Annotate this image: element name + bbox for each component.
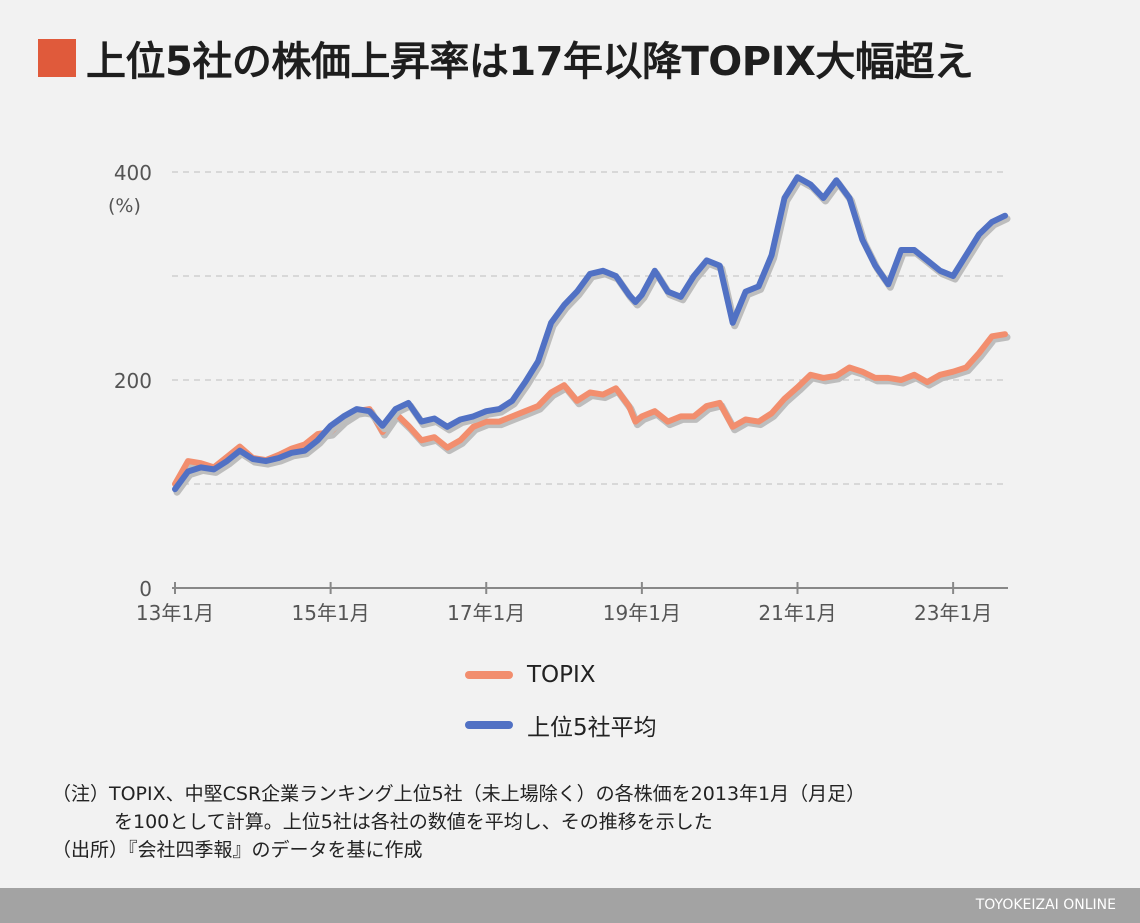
legend-item-topix: TOPIX [465,660,657,690]
y-tick-label-200: 200 [114,369,152,393]
title-block: 上位5社の株価上昇率は17年以降TOPIX大幅超え [38,28,974,88]
x-tick-label-2023-01: 23年1月 [914,601,992,625]
legend-item-top5: 上位5社平均 [465,710,657,741]
legend-label-top5: 上位5社平均 [527,715,657,741]
legend-swatch-topix [465,671,513,679]
line-chart: 0 200 400 (%) 13年1月 15年1月 17年1月 19年1月 21年1月 23年1月 [108,161,1011,625]
footer-brand: TOYOKEIZAI ONLINE [975,897,1116,913]
series-shadow-0 [173,333,1011,491]
note-line-2: を100として計算。上位5社は各社の数値を平均し、その推移を示した [114,811,713,833]
series-line-top5 [172,174,1008,493]
note-source: （出所）『会社四季報』のデータを基に作成 [52,839,423,861]
legend-label-topix: TOPIX [527,662,596,688]
notes: （注）TOPIX、中堅CSR企業ランキング上位5社（未上場除く）の各株価を201… [52,780,865,864]
title-square-icon [38,39,76,77]
x-tick-label-2013-01: 13年1月 [136,601,214,625]
legend-swatch-top5 [465,721,513,729]
page-title: 上位5社の株価上昇率は17年以降TOPIX大幅超え [86,39,974,85]
chart-legend: TOPIX 上位5社平均 [465,660,657,760]
note-line-1: （注）TOPIX、中堅CSR企業ランキング上位5社（未上場除く）の各株価を201… [52,783,866,805]
series-line-topix [172,331,1008,487]
y-tick-label-400: 400 [114,161,152,185]
y-unit-label: (%) [108,195,141,217]
x-tick-label-2017-01: 17年1月 [447,601,525,625]
y-tick-label-0: 0 [139,577,152,601]
footer-bar: TOYOKEIZAI ONLINE [0,888,1140,923]
x-tick-label-2021-01: 21年1月 [758,601,836,625]
x-tick-label-2019-01: 19年1月 [603,601,681,625]
x-tick-label-2015-01: 15年1月 [292,601,370,625]
